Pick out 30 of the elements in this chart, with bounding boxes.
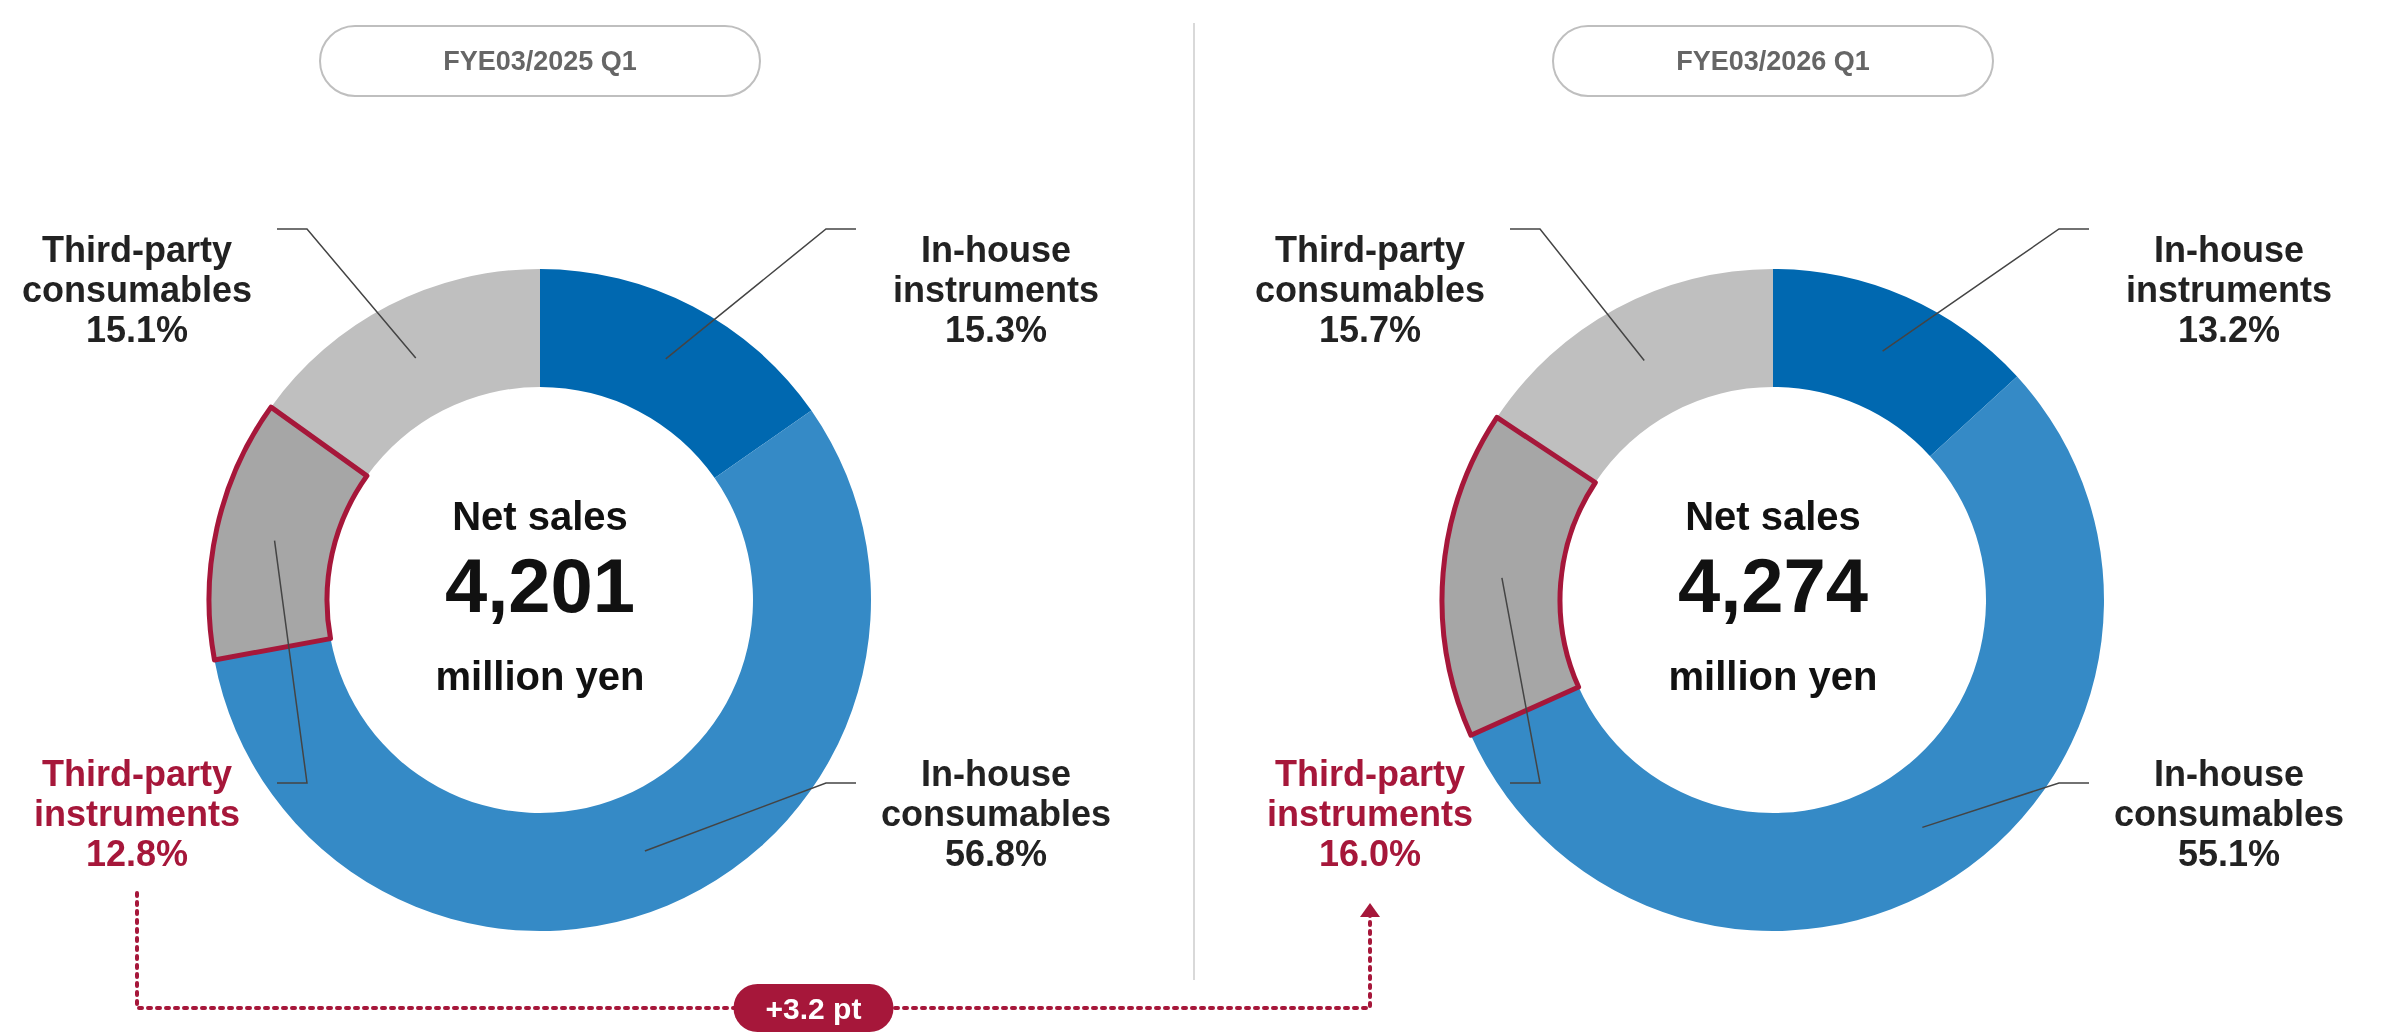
text: million yen bbox=[1668, 654, 1878, 698]
slice-label: Third-party instruments bbox=[33, 753, 241, 834]
data-label: 12.8% bbox=[85, 833, 189, 874]
slice-label: Third-party instruments bbox=[1266, 753, 1474, 834]
slice-label: Third-party consumables bbox=[21, 229, 253, 310]
donut-slice bbox=[540, 269, 812, 479]
data-label: 55.1% bbox=[2177, 833, 2281, 874]
text: Net sales bbox=[1685, 494, 1861, 538]
donut-slice bbox=[1496, 269, 1773, 483]
slice-label: In-house instruments bbox=[2125, 229, 2333, 310]
slice-label: In-house consumables bbox=[880, 753, 1112, 834]
chart-title: FYE03/2026 Q1 bbox=[1676, 46, 1870, 76]
text: million yen bbox=[435, 654, 645, 698]
text: 4,274 bbox=[1677, 543, 1869, 628]
donut-slice bbox=[271, 269, 540, 476]
data-label: 15.3% bbox=[944, 309, 1048, 350]
slice-label: In-house instruments bbox=[892, 229, 1100, 310]
data-label: 15.7% bbox=[1318, 309, 1422, 350]
text: +3.2 pt bbox=[765, 992, 862, 1025]
donut-slice bbox=[1470, 376, 2104, 931]
donut-slice bbox=[1773, 269, 2018, 457]
text: 4,201 bbox=[444, 543, 636, 628]
data-label: 13.2% bbox=[2177, 309, 2281, 350]
data-label: 56.8% bbox=[944, 833, 1048, 874]
slice-label: Third-party consumables bbox=[1254, 229, 1486, 310]
data-label: 15.1% bbox=[85, 309, 189, 350]
slice-label: In-house consumables bbox=[2113, 753, 2345, 834]
text: Net sales bbox=[452, 494, 628, 538]
chart-title: FYE03/2025 Q1 bbox=[443, 46, 637, 76]
data-label: 16.0% bbox=[1318, 833, 1422, 874]
